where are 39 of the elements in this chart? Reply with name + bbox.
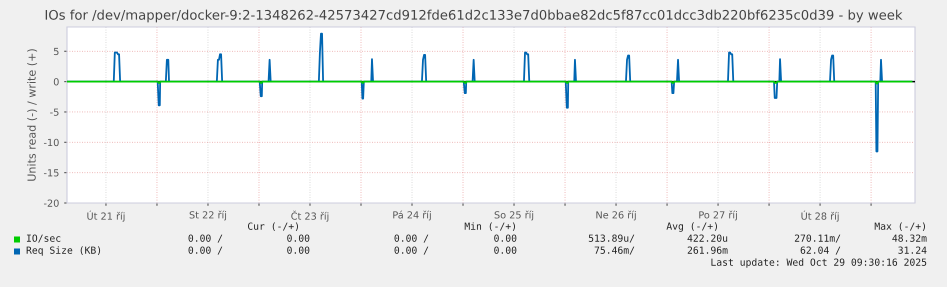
y-axis-title: Units read (-) / write (+): [27, 49, 38, 181]
text: 0.00 /: [188, 234, 222, 243]
text: Max (-/+): [874, 222, 925, 231]
x-tick-label: So 25 říj: [494, 210, 534, 220]
text: 261.96m: [688, 246, 728, 254]
y-tick-label: -10: [44, 138, 59, 146]
text: Min (-/+): [464, 222, 515, 231]
y-tick-label: 0: [54, 78, 59, 86]
text: 0.00 /: [188, 246, 222, 255]
x-tick-label: Pá 24 říj: [393, 210, 431, 220]
text: 0.00: [287, 246, 310, 254]
x-tick-label: Út 21 říj: [87, 210, 124, 222]
text: Avg (-/+): [666, 222, 717, 232]
legend-label: Req Size (KB): [26, 246, 100, 256]
x-tick-label: St 22 říj: [190, 210, 226, 220]
text: Last update: Wed Oct 29 09:30:16 2025: [711, 258, 926, 268]
text: 513.89u/: [588, 234, 634, 243]
text: 75.46m/: [594, 246, 634, 255]
y-tick-label: -15: [44, 169, 59, 176]
text: 0.00: [494, 246, 516, 254]
legend-label: IO/sec: [26, 234, 60, 243]
text: 0.00: [287, 234, 310, 242]
text: 270.11m/: [794, 234, 840, 243]
x-tick-label: Čt 23 říj: [291, 210, 328, 222]
text: 62.04 /: [800, 246, 840, 255]
y-tick-label: -5: [50, 108, 59, 116]
text: Cur (-/+): [248, 222, 298, 231]
text: 31.24: [898, 246, 927, 254]
text: 0.00: [494, 234, 516, 242]
y-tick-label: 5: [54, 48, 59, 56]
text: 0.00 /: [394, 246, 428, 255]
chart-title: IOs for /dev/mapper/docker-9:2-1348262-42573427cd912fde61d2c133e7d0bbae82dc5f87cc01dcc3db220bf6235c0d39 - by week: [46, 10, 902, 22]
text: 48.32m: [892, 234, 927, 242]
x-tick-label: Ne 26 říj: [596, 210, 636, 220]
y-tick-label: -20: [44, 199, 59, 207]
x-tick-label: Po 27 říj: [699, 210, 737, 220]
text: 422.20u: [688, 234, 728, 242]
x-tick-label: Út 28 říj: [801, 210, 839, 222]
text: 0.00 /: [394, 234, 428, 243]
